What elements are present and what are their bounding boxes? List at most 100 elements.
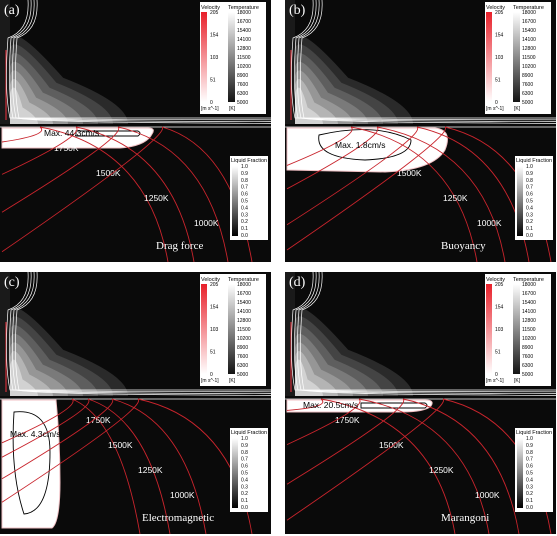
isotherm-line	[286, 398, 456, 534]
liquid-fraction-tick: 1.0	[241, 164, 248, 170]
simulation-plot: 1750K 1500K 1250K 1000K Max. 44.3cm/s Velocit…	[0, 0, 271, 262]
liquid-fraction-tick: 0.8	[241, 450, 248, 456]
isotherm-label: 1000K	[170, 490, 195, 500]
max-velocity-label: Max. 44.3cm/s	[44, 128, 99, 138]
liquid-fraction-tick: 0.0	[526, 233, 533, 239]
streamline	[300, 0, 556, 124]
flow-vortex	[318, 129, 412, 161]
liquid-fraction-tick: 0.5	[526, 471, 533, 477]
liquid-fraction-tick: 0.7	[241, 185, 248, 191]
isotherm-line	[286, 398, 490, 534]
streamline	[294, 272, 556, 393]
temperature-tick: 7600	[522, 82, 533, 88]
temperature-tick: 18000	[237, 282, 251, 288]
temperature-legend-title: Temperature	[228, 5, 259, 11]
streamline	[6, 272, 271, 391]
temperature-colorbar	[513, 284, 520, 374]
liquid-fraction-colorbar	[517, 438, 523, 508]
velocity-legend-title: Velocity	[201, 5, 220, 11]
temperature-tick: 18000	[522, 282, 536, 288]
temperature-unit: [K]	[514, 106, 521, 112]
temperature-tick: 7600	[237, 354, 248, 360]
temperature-tick: 16700	[237, 291, 251, 297]
liquid-fraction-tick: 0.5	[241, 199, 248, 205]
mechanism-label: Electromagnetic	[142, 512, 215, 524]
panel-c: 1750K 1500K 1250K 1000K Max. 4.3cm/s Velocity…	[0, 272, 271, 534]
liquid-fraction-tick: 0.6	[526, 192, 533, 198]
temperature-tick: 10200	[237, 64, 251, 70]
liquid-fraction-colorbar	[232, 166, 238, 236]
liquid-fraction-tick: 0.1	[241, 498, 248, 504]
liquid-fraction-tick: 0.0	[526, 505, 533, 511]
temperature-tick: 14100	[237, 309, 251, 315]
temperature-tick: 12800	[237, 46, 251, 52]
temperature-tick: 14100	[522, 309, 536, 315]
liquid-fraction-tick: 0.5	[526, 199, 533, 205]
panel-label: (a)	[4, 3, 20, 18]
mechanism-label: Buoyancy	[441, 240, 486, 252]
velocity-legend-title: Velocity	[486, 277, 505, 283]
streamline	[291, 272, 556, 391]
velocity-tick: 103	[495, 55, 504, 61]
liquid-fraction-tick: 0.7	[526, 185, 533, 191]
panel-label: (d)	[289, 275, 306, 290]
liquid-fraction-colorbar	[517, 166, 523, 236]
molten-pool	[1, 399, 61, 529]
isotherm-line	[286, 398, 552, 534]
liquid-fraction-tick: 0.6	[241, 464, 248, 470]
liquid-fraction-tick: 0.2	[241, 491, 248, 497]
temperature-legend-title: Temperature	[228, 277, 259, 283]
liquid-fraction-tick: 0.2	[526, 491, 533, 497]
isotherm-label: 1500K	[108, 440, 133, 450]
liquid-fraction-tick: 0.8	[241, 178, 248, 184]
velocity-tick: 154	[495, 33, 504, 39]
temperature-tick: 8900	[237, 73, 248, 79]
panel-label: (b)	[289, 3, 306, 18]
temperature-tick: 5000	[522, 100, 533, 106]
liquid-fraction-tick: 0.0	[241, 233, 248, 239]
liquid-fraction-tick: 0.4	[241, 477, 248, 483]
temperature-tick: 10200	[522, 336, 536, 342]
panel-label: (c)	[4, 275, 20, 290]
isotherm-label: 1500K	[397, 168, 422, 178]
isotherm-label: 1750K	[54, 143, 79, 153]
simulation-plot: 1750K 1500K 1250K 1000K Max. 1.8cm/s Velocity…	[285, 0, 556, 262]
velocity-colorbar	[486, 12, 492, 102]
velocity-colorbar	[486, 284, 492, 374]
velocity-unit: [m s^-1]	[201, 378, 219, 384]
panel-d: 1750K 1500K 1250K 1000K Max. 20.5cm/s Velocit…	[285, 272, 556, 534]
velocity-unit: [m s^-1]	[201, 106, 219, 112]
velocity-tick: 0	[495, 372, 498, 378]
velocity-tick: 205	[210, 282, 219, 288]
temperature-unit: [K]	[229, 378, 236, 384]
temperature-tick: 15400	[237, 28, 251, 34]
liquid-fraction-tick: 0.4	[526, 477, 533, 483]
simulation-plot: 1750K 1500K 1250K 1000K Max. 20.5cm/s Velocit…	[285, 272, 556, 534]
velocity-unit: [m s^-1]	[486, 378, 504, 384]
liquid-fraction-tick: 0.5	[241, 471, 248, 477]
liquid-fraction-title: Liquid Fraction	[516, 430, 552, 436]
temperature-tick: 11500	[522, 55, 536, 61]
temperature-tick: 15400	[522, 28, 536, 34]
velocity-tick: 0	[210, 100, 213, 106]
temperature-tick: 14100	[237, 37, 251, 43]
temperature-tick: 14100	[522, 37, 536, 43]
temperature-tick: 5000	[522, 372, 533, 378]
arc-contour	[295, 87, 323, 124]
streamline	[12, 0, 271, 122]
liquid-fraction-tick: 0.4	[526, 205, 533, 211]
velocity-colorbar	[201, 12, 207, 102]
temperature-tick: 16700	[522, 19, 536, 25]
panel-a: 1750K 1500K 1250K 1000K Max. 44.3cm/s Velocit…	[0, 0, 271, 262]
mechanism-label: Marangoni	[441, 512, 490, 524]
liquid-fraction-tick: 0.8	[526, 178, 533, 184]
temperature-tick: 12800	[237, 318, 251, 324]
isotherm-label: 1250K	[429, 465, 454, 475]
velocity-legend-title: Velocity	[486, 5, 505, 11]
isotherm-label: 1500K	[379, 440, 404, 450]
temperature-tick: 6300	[522, 363, 533, 369]
temperature-tick: 12800	[522, 46, 536, 52]
liquid-fraction-title: Liquid Fraction	[231, 158, 267, 164]
max-velocity-label: Max. 1.8cm/s	[335, 140, 386, 150]
isotherm-line	[286, 398, 520, 534]
